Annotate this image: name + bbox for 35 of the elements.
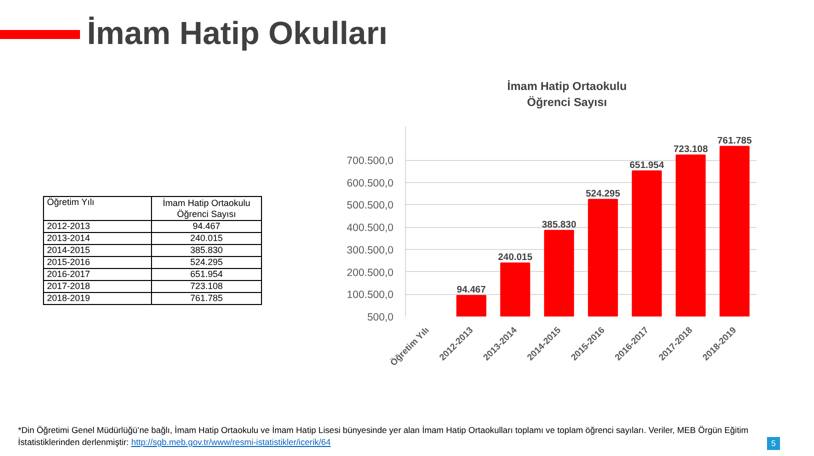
text: 5 <box>767 437 780 450</box>
text: 240.015 <box>190 233 223 243</box>
text: 761.785 <box>190 293 223 303</box>
y-tick-label: 500,0 <box>367 312 394 324</box>
data-label: 651.954 <box>630 160 665 171</box>
category-label: 2015-2016 <box>47 257 90 267</box>
data-label: 524.295 <box>586 188 621 200</box>
data-label: 240.015 <box>498 252 534 263</box>
text: 385.830 <box>190 245 223 255</box>
text: 651.954 <box>190 269 223 279</box>
category-label: 2018-2019 <box>47 293 90 303</box>
chart-title: İmam Hatip Okulları <box>87 14 388 53</box>
data-label: 761.785 <box>717 135 752 146</box>
y-tick-label: 400.500,0 <box>346 222 394 234</box>
category-label: 2016-2017 <box>47 269 90 279</box>
text: *Din Öğretimi Genel Müdürlüğü’ne bağlı, İmam Hatip Ortaokulu ve İmam Hatip Lisesi bünyesinde yer alan İmam Hatip Ortaokulları toplamı ve toplam öğrenci sayıları. Veriler, MEB Örgün Eğitim İstatistiklerinden derlenmiştir: http://sgb.meb.gov.tr/www/resmi-istatistikler/icerik/64 <box>18 424 750 448</box>
category-label: 2013-2014 <box>47 233 90 243</box>
text: İmam Hatip Ortaokulu Öğrenci Sayısı <box>162 198 250 218</box>
text: 723.108 <box>190 281 223 291</box>
category-label: 2017-2018 <box>47 281 90 291</box>
text: 524.295 <box>190 257 223 267</box>
y-tick-label: 300.500,0 <box>346 244 394 256</box>
y-tick-label: 500.500,0 <box>346 200 394 212</box>
data-label: 385.830 <box>542 219 576 230</box>
category-label: 2014-2015 <box>47 245 90 255</box>
y-tick-label: 700.500,0 <box>346 155 394 168</box>
y-tick-label: 200.500,0 <box>346 266 394 279</box>
data-label: 94.467 <box>456 284 486 296</box>
chart-subtitle: İmam Hatip Ortaokulu Öğrenci Sayısı <box>506 79 628 111</box>
y-tick-label: 100.500,0 <box>346 289 394 302</box>
text: 94.467 <box>192 221 220 231</box>
category-label: 2012-2013 <box>47 221 90 231</box>
category-label: Öğretim Yılı <box>47 197 94 207</box>
data-label: 723.108 <box>674 144 708 155</box>
y-tick-label: 600.500,0 <box>346 177 394 190</box>
